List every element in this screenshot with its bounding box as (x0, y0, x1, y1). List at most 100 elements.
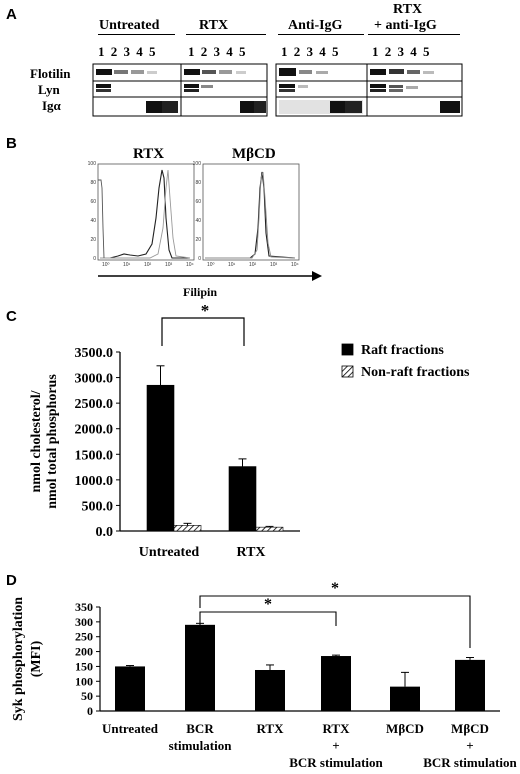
panel-a-letter: A (6, 6, 17, 23)
histogram-xtick-1-0: 10⁰ (207, 262, 215, 268)
d-significance-bracket-1 (199, 595, 471, 648)
d-category-label-0-0: Untreated (102, 721, 159, 736)
c-bar-1-0 (228, 466, 257, 532)
d-category-label-1-0: BCR (186, 721, 214, 736)
histogram-curve-rtx-unstained (98, 179, 105, 259)
lane-numbers-rtx: 1 2 3 4 5 (188, 44, 246, 59)
group-underline-anti-igg (278, 34, 364, 35)
d-bar-5 (455, 659, 485, 711)
group-label-untreated: Untreated (99, 18, 160, 33)
d-ytick-label: 150 (75, 659, 93, 673)
histogram-xtick-0-0: 10⁰ (102, 262, 110, 268)
c-legend-swatch-0 (341, 343, 354, 356)
d-category-label-5-2: BCR stimulation (423, 755, 517, 770)
c-bar-1-1 (255, 526, 284, 532)
lyn-bands (96, 84, 418, 92)
c-ylabel-line1: nmol cholesterol/ (29, 389, 44, 492)
group-label-rtx-anti-igg-2: + anti-IgG (374, 18, 437, 33)
histogram-title-rtx: RTX (133, 146, 165, 162)
histogram-ytick-1-2: 60 (195, 199, 201, 205)
histogram-curve-rtx-control (100, 169, 191, 259)
c-bar-0-1 (173, 525, 202, 532)
histogram-ytick-1-0: 100 (192, 161, 201, 167)
c-bar-0-0 (146, 384, 175, 532)
panel-d-letter: D (6, 572, 17, 589)
histogram-frame-rtx (97, 163, 195, 261)
d-bar-0 (115, 666, 145, 711)
d-ytick-label: 200 (75, 645, 93, 659)
histogram-ytick-0-2: 60 (90, 199, 96, 205)
d-significance-star-1: * (331, 580, 339, 597)
c-legend-swatch-1 (341, 365, 354, 378)
histogram-title-mbcd: MβCD (232, 146, 276, 162)
d-category-label-5-1: + (466, 738, 473, 753)
d-category-label-4-0: MβCD (386, 721, 424, 736)
panel-c-letter: C (6, 308, 17, 325)
c-significance-star: * (201, 301, 210, 320)
filipin-axis-label: Filipin (183, 285, 218, 299)
histogram-xtick-1-1: 10¹ (228, 262, 236, 268)
blot-right (275, 63, 463, 117)
c-legend-label-1: Non-raft fractions (361, 365, 470, 380)
d-ytick-label: 250 (75, 630, 93, 644)
histogram-ytick-1-1: 80 (195, 180, 201, 186)
c-ytick-label: 1500.0 (75, 448, 114, 463)
histogram-ytick-1-5: 0 (198, 256, 201, 262)
row-label-flotilin: Flotilin (30, 66, 71, 81)
lane-numbers-rtx-anti-igg: 1 2 3 4 5 (372, 44, 430, 59)
d-bar-1 (185, 624, 215, 711)
c-ytick-label: 1000.0 (75, 474, 114, 489)
c-significance-bracket (161, 317, 245, 346)
histogram-curve-rtx-treated (100, 169, 190, 259)
group-label-rtx-anti-igg-1: RTX (393, 2, 423, 17)
c-ytick-label: 500.0 (82, 499, 114, 514)
d-ytick-label: 100 (75, 674, 93, 688)
ig-alpha-bands (146, 100, 460, 114)
d-ytick-label: 300 (75, 615, 93, 629)
histogram-xtick-0-4: 10⁴ (186, 262, 194, 268)
d-ytick-label: 350 (75, 600, 93, 614)
c-ytick-label: 3500.0 (75, 346, 114, 361)
c-ylabel-line2: nmol total phosphorus (45, 374, 60, 509)
histogram-xtick-1-2: 10² (249, 262, 257, 268)
d-ylabel-line1: Syk phosphorylation (11, 597, 26, 721)
group-underline-untreated (98, 34, 175, 35)
histogram-curve-mbcd-control (205, 171, 296, 259)
histogram-ytick-0-4: 20 (90, 237, 96, 243)
d-ytick-label: 0 (87, 704, 93, 718)
c-ytick-label: 0.0 (96, 525, 114, 540)
c-ytick-label: 3000.0 (75, 372, 114, 387)
c-ytick-label: 2500.0 (75, 397, 114, 412)
lane-numbers-untreated: 1 2 3 4 5 (98, 44, 156, 59)
panel-b-letter: B (6, 135, 17, 152)
c-category-label-0: Untreated (139, 545, 200, 560)
histogram-ytick-0-5: 0 (93, 256, 96, 262)
d-category-label-5-0: MβCD (451, 721, 489, 736)
histogram-xtick-0-1: 10¹ (123, 262, 131, 268)
flotilin-bands (96, 68, 434, 76)
histogram-xtick-1-3: 10³ (270, 262, 278, 268)
group-underline-rtx (186, 34, 266, 35)
group-label-anti-igg: Anti-IgG (288, 18, 343, 33)
d-category-label-2-0: RTX (257, 721, 285, 736)
filipin-axis-arrowhead (312, 271, 322, 281)
histogram-ytick-1-3: 40 (195, 218, 201, 224)
d-bar-4 (390, 686, 420, 711)
flow-histograms (97, 163, 322, 281)
group-label-rtx: RTX (199, 18, 229, 33)
d-significance-bracket-0 (199, 611, 337, 626)
d-category-label-3-0: RTX (323, 721, 351, 736)
row-label-ig-alpha: Igα (42, 98, 61, 113)
d-bar-2 (255, 669, 285, 711)
histogram-xtick-0-2: 10² (144, 262, 152, 268)
d-category-label-1-1: stimulation (169, 738, 233, 753)
group-underline-rtx-anti-igg (368, 34, 460, 35)
d-significance-star-0: * (264, 596, 272, 613)
histogram-ytick-0-3: 40 (90, 218, 96, 224)
western-blot-image (92, 63, 463, 117)
histogram-ytick-0-0: 100 (87, 161, 96, 167)
lane-numbers-anti-igg: 1 2 3 4 5 (281, 44, 339, 59)
d-ylabel-line2: (MFI) (29, 640, 44, 677)
d-category-label-3-2: BCR stimulation (289, 755, 383, 770)
